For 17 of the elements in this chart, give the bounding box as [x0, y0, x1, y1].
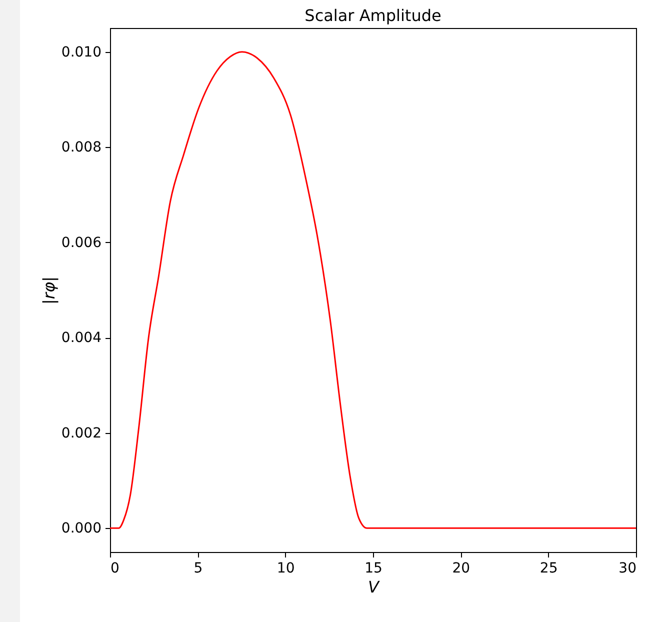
x-axis-title: V [368, 578, 380, 596]
x-tick-label: 0 [110, 560, 120, 576]
y-tick-label: 0.006 [61, 234, 102, 251]
x-tick-label: 15 [364, 560, 382, 576]
y-tick-label: 0.004 [61, 330, 102, 346]
x-tick-label: 10 [276, 560, 295, 576]
x-tick-label: 30 [618, 560, 636, 576]
x-tick-label: 5 [194, 560, 203, 576]
line-series [109, 51, 637, 529]
y-tick-label: 0.008 [61, 140, 102, 156]
x-tick-label: 25 [540, 560, 558, 576]
y-axis-title: |rφ| [39, 276, 58, 304]
x-tick-label: 20 [452, 560, 470, 576]
y-tick-label: 0.002 [61, 425, 102, 442]
chart-title: Scalar Amplitude [304, 6, 442, 25]
y-tick-label: 0.000 [61, 520, 102, 537]
y-tick-label: 0.010 [61, 44, 102, 60]
